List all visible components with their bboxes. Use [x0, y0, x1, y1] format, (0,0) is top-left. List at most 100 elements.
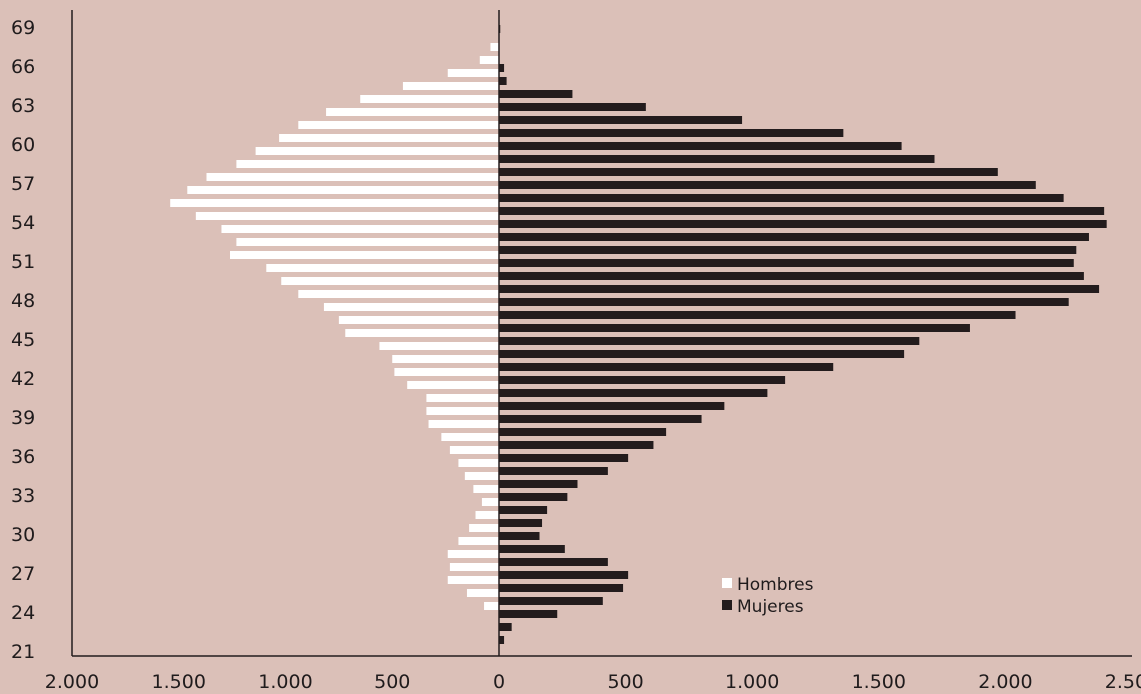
bar-mujeres-39 [499, 415, 702, 423]
y-tick-label-30: 30 [11, 524, 35, 546]
bar-mujeres-33 [499, 493, 568, 501]
bar-hombres-57 [206, 173, 499, 181]
bar-mujeres-52 [499, 246, 1077, 254]
bar-hombres-64 [402, 82, 499, 90]
bar-mujeres-50 [499, 272, 1084, 280]
bar-mujeres-34 [499, 480, 578, 488]
bar-hombres-50 [266, 264, 499, 272]
y-tick-label-27: 27 [11, 563, 35, 585]
bar-hombres-56 [187, 186, 500, 194]
bar-mujeres-65 [499, 77, 507, 85]
y-tick-label-42: 42 [11, 368, 35, 390]
x-tick-label-9: 2.500 [1105, 671, 1141, 693]
bar-hombres-49 [281, 277, 499, 285]
y-tick-label-45: 45 [11, 329, 35, 351]
bar-mujeres-42 [499, 376, 786, 384]
bar-hombres-62 [326, 108, 499, 116]
bar-mujeres-38 [499, 428, 667, 436]
bars-layer [170, 25, 1107, 644]
y-tick-label-57: 57 [11, 173, 35, 195]
legend-label-hombres: Hombres [737, 575, 814, 595]
bar-mujeres-37 [499, 441, 654, 449]
y-tick-label-63: 63 [11, 95, 35, 117]
bar-mujeres-43 [499, 363, 834, 371]
bar-mujeres-54 [499, 220, 1107, 228]
bar-hombres-32 [481, 498, 499, 506]
bar-mujeres-56 [499, 194, 1064, 202]
legend-swatch-mujeres [722, 600, 732, 610]
x-tick-label-5: 500 [607, 671, 643, 693]
x-tick-label-7: 1.500 [852, 671, 906, 693]
bar-hombres-37 [441, 433, 499, 441]
bar-mujeres-62 [499, 116, 743, 124]
bar-hombres-53 [221, 225, 499, 233]
bar-hombres-38 [428, 420, 499, 428]
bar-mujeres-66 [499, 64, 505, 72]
y-tick-label-33: 33 [11, 485, 35, 507]
x-tick-label-2: 1.000 [258, 671, 312, 693]
bar-mujeres-36 [499, 454, 629, 462]
bar-hombres-55 [170, 199, 499, 207]
bar-hombres-52 [236, 238, 499, 246]
bar-mujeres-29 [499, 545, 565, 553]
bar-hombres-43 [392, 355, 499, 363]
bar-mujeres-64 [499, 90, 573, 98]
bar-hombres-46 [338, 316, 499, 324]
legend: Hombres Mujeres [722, 575, 814, 617]
bar-hombres-54 [195, 212, 499, 220]
bar-hombres-24 [484, 602, 499, 610]
bar-mujeres-49 [499, 285, 1100, 293]
bar-hombres-59 [255, 147, 499, 155]
bar-hombres-65 [447, 69, 499, 77]
bar-mujeres-41 [499, 389, 768, 397]
x-tick-label-8: 2.000 [978, 671, 1032, 693]
x-tick-label-0: 2.000 [45, 671, 99, 693]
bar-hombres-26 [447, 576, 499, 584]
y-tick-label-69: 69 [11, 17, 35, 39]
legend-label-mujeres: Mujeres [737, 597, 804, 617]
y-tick-label-21: 21 [11, 641, 35, 663]
bar-hombres-58 [236, 160, 499, 168]
bar-hombres-31 [475, 511, 499, 519]
bar-mujeres-51 [499, 259, 1074, 267]
x-tick-label-1: 1.500 [152, 671, 206, 693]
bar-mujeres-57 [499, 181, 1036, 189]
bar-mujeres-53 [499, 233, 1089, 241]
bar-mujeres-24 [499, 610, 558, 618]
bar-hombres-42 [394, 368, 499, 376]
bar-mujeres-44 [499, 350, 905, 358]
y-tick-label-54: 54 [11, 212, 35, 234]
y-tick-label-66: 66 [11, 56, 35, 78]
bar-hombres-67 [490, 43, 499, 51]
bar-hombres-51 [229, 251, 500, 259]
bar-hombres-29 [458, 537, 499, 545]
bar-mujeres-46 [499, 324, 970, 332]
bar-hombres-34 [464, 472, 499, 480]
bar-mujeres-61 [499, 129, 844, 137]
legend-swatch-hombres [722, 578, 732, 588]
bar-mujeres-63 [499, 103, 646, 111]
x-tick-label-3: 500 [374, 671, 410, 693]
bar-mujeres-59 [499, 155, 935, 163]
bar-mujeres-27 [499, 571, 629, 579]
bar-hombres-44 [379, 342, 499, 350]
bar-hombres-36 [449, 446, 499, 454]
bar-hombres-48 [298, 290, 499, 298]
bar-mujeres-45 [499, 337, 920, 345]
bar-mujeres-30 [499, 532, 540, 540]
bar-mujeres-58 [499, 168, 998, 176]
bar-mujeres-23 [499, 623, 512, 631]
bar-mujeres-28 [499, 558, 608, 566]
y-tick-label-60: 60 [11, 134, 35, 156]
y-tick-label-36: 36 [11, 446, 35, 468]
x-tick-label-4: 0 [493, 671, 505, 693]
bar-hombres-61 [298, 121, 499, 129]
bar-hombres-25 [466, 589, 499, 597]
bar-hombres-30 [469, 524, 499, 532]
bar-hombres-27 [449, 563, 499, 571]
y-tick-label-39: 39 [11, 407, 35, 429]
bar-hombres-39 [426, 407, 499, 415]
bar-hombres-60 [279, 134, 499, 142]
x-tick-labels: 2.000 1.500 1.000 500 0 500 1.000 1.500 2.000 2.5… [45, 671, 1141, 693]
